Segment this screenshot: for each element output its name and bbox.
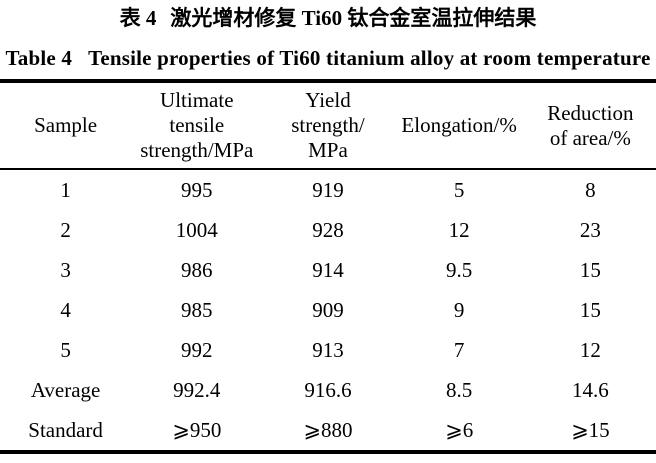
table-row-sample-4: 4 985 909 9 15 [0,290,656,330]
table-body: 1 995 919 5 8 2 1004 928 12 23 3 986 914… [0,169,656,452]
cell-reduction: 23 [579,217,601,242]
cell-uts: 992.4 [173,377,221,402]
cell-sample: 3 [60,257,71,282]
cell-uts: 1004 [175,217,218,242]
cell-yield: 914 [312,257,344,282]
col-header-reduction-of-area: Reduction of area/% [547,100,634,150]
col-header-elongation: Elongation/% [401,113,517,137]
cell-elongation: 5 [453,177,465,202]
cell-sample: 4 [60,297,71,322]
cell-sample: 1 [60,177,71,202]
cell-elongation: 8.5 [446,377,473,402]
cell-uts: 995 [181,177,213,202]
tensile-properties-table: Sample Ultimate tensile strength/MPa Yie… [0,79,656,454]
table-row-average: Average 992.4 916.6 8.5 14.6 [0,370,656,410]
cell-yield: 909 [312,297,344,322]
table-caption-chinese: 表 4 激光增材修复 Ti60 钛合金室温拉伸结果 [0,0,656,31]
cell-reduction: 12 [579,337,601,362]
cell-reduction: ⩾15 [571,417,610,442]
table-row-sample-2: 2 1004 928 12 23 [0,210,656,250]
cell-elongation: 9 [453,297,465,322]
cell-sample: Average [30,377,101,402]
cell-elongation: 12 [448,217,470,242]
cell-uts: ⩾950 [172,417,222,442]
table-caption-english: Table 4 Tensile properties of Ti60 titani… [0,45,656,72]
table-row-sample-3: 3 986 914 9.5 15 [0,250,656,290]
caption-cn-number: 表 4 [119,6,157,30]
table-header: Sample Ultimate tensile strength/MPa Yie… [0,81,656,169]
col-header-yield-strength: Yield strength/ MPa [291,88,365,162]
cell-yield: 919 [312,177,344,202]
cell-reduction: 15 [579,257,601,282]
table-row-sample-1: 1 995 919 5 8 [0,169,656,210]
cell-uts: 986 [181,257,213,282]
cell-reduction: 14.6 [572,377,609,402]
cell-yield: 928 [312,217,344,242]
table-row-sample-5: 5 992 913 7 12 [0,330,656,370]
cell-sample: 5 [60,337,71,362]
col-header-sample: Sample [34,113,98,137]
cell-yield: ⩾880 [303,417,353,442]
cell-uts: 992 [181,337,213,362]
col-header-ultimate-tensile-strength: Ultimate tensile strength/MPa [140,88,254,162]
cell-elongation: 7 [453,337,465,362]
cell-elongation: 9.5 [446,257,473,282]
cell-sample: Standard [28,417,103,442]
caption-en-text: Tensile properties of Ti60 titanium allo… [88,46,651,70]
cell-uts: 985 [181,297,213,322]
cell-yield: 916.6 [304,377,352,402]
header-row: Sample Ultimate tensile strength/MPa Yie… [0,81,656,169]
table-row-standard: Standard ⩾950 ⩾880 ⩾6 ⩾15 [0,410,656,452]
cell-reduction: 15 [579,297,601,322]
cell-reduction: 8 [585,177,596,202]
caption-en-number: Table 4 [5,46,73,70]
cell-yield: 913 [312,337,344,362]
cell-elongation: ⩾6 [445,417,474,442]
cell-sample: 2 [60,217,71,242]
caption-cn-text: 激光增材修复 Ti60 钛合金室温拉伸结果 [170,6,537,30]
